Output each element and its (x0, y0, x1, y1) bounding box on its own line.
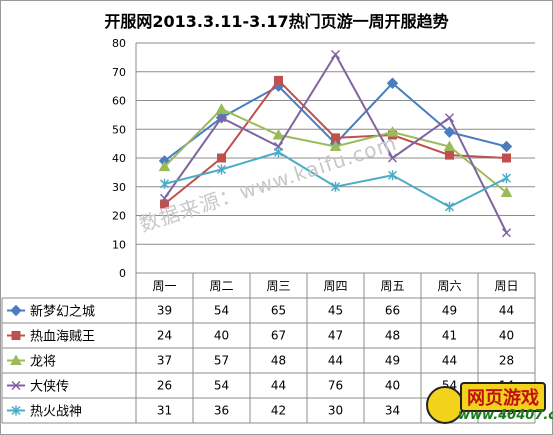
data-point (445, 150, 454, 160)
data-point (273, 147, 284, 158)
site-logo: 网页游戏 www.40407.com (420, 378, 553, 430)
data-label: 40 (499, 329, 514, 343)
legend-marker (11, 380, 21, 391)
data-label: 40 (214, 329, 229, 343)
data-point (443, 140, 456, 151)
data-label: 65 (271, 304, 286, 318)
data-label: 41 (442, 329, 457, 343)
data-label: 49 (385, 354, 400, 368)
y-tick-label: 50 (112, 123, 126, 136)
data-point (159, 193, 170, 203)
data-label: 54 (214, 379, 229, 393)
legend-marker (11, 405, 21, 416)
x-tick-label: 周一 (152, 279, 176, 293)
data-label: 44 (271, 379, 286, 393)
data-label: 30 (328, 404, 343, 418)
y-tick-label: 10 (112, 238, 126, 251)
data-point (387, 153, 398, 163)
legend-entry: 热血海贼王 (30, 330, 95, 345)
data-point (159, 178, 170, 189)
data-label: 42 (271, 404, 286, 418)
data-point (272, 128, 285, 140)
data-point (386, 77, 399, 89)
data-point (217, 153, 226, 163)
data-point (216, 113, 227, 123)
data-label: 28 (499, 354, 514, 368)
data-point (502, 153, 511, 163)
data-point (215, 103, 228, 114)
data-label: 37 (157, 354, 172, 368)
data-label: 47 (328, 329, 343, 343)
data-label: 44 (499, 304, 514, 318)
data-label: 66 (385, 304, 400, 318)
data-point (501, 173, 512, 184)
data-label: 48 (271, 354, 286, 368)
data-label: 36 (214, 404, 229, 418)
data-label: 24 (157, 329, 172, 343)
x-tick-label: 周二 (209, 279, 233, 293)
data-point (329, 140, 342, 151)
data-point (443, 126, 456, 138)
data-label: 45 (328, 304, 343, 318)
data-point (387, 170, 398, 181)
data-point (501, 228, 512, 238)
legend-entry: 龙将 (30, 355, 56, 370)
legend-entry: 大侠传 (30, 380, 69, 395)
data-point (386, 126, 399, 137)
y-tick-label: 80 (112, 37, 126, 50)
y-tick-label: 0 (119, 267, 126, 280)
y-tick-label: 60 (112, 95, 126, 108)
y-tick-label: 30 (112, 181, 126, 194)
data-point (500, 140, 513, 153)
x-tick-label: 周日 (494, 279, 518, 293)
y-tick-label: 40 (112, 152, 126, 165)
data-point (330, 181, 341, 192)
data-point (216, 164, 227, 175)
data-label: 40 (385, 379, 400, 393)
data-point (330, 49, 341, 60)
x-tick-label: 周五 (380, 279, 404, 293)
legend-marker (10, 304, 22, 317)
legend-entry: 热火战神 (30, 405, 82, 420)
logo-url: www.40407.com (458, 408, 553, 423)
y-tick-label: 70 (112, 66, 126, 79)
data-point (158, 160, 171, 172)
data-label: 44 (442, 354, 457, 368)
data-label: 54 (214, 304, 229, 318)
data-point (274, 75, 283, 85)
legend-marker (10, 354, 22, 365)
data-point (444, 201, 455, 212)
data-label: 57 (214, 354, 229, 368)
y-tick-label: 20 (112, 210, 126, 223)
x-tick-label: 周四 (323, 279, 347, 293)
data-label: 76 (328, 379, 343, 393)
data-label: 49 (442, 304, 457, 318)
legend-marker (11, 331, 21, 340)
data-label: 44 (328, 354, 343, 368)
data-label: 67 (271, 329, 286, 343)
x-tick-label: 周六 (437, 279, 461, 293)
data-label: 48 (385, 329, 400, 343)
data-label: 31 (157, 404, 172, 418)
data-label: 39 (157, 304, 172, 318)
data-label: 26 (157, 379, 172, 393)
chart-title: 开服网2013.3.11-3.17热门页游一周开服趋势 (104, 12, 449, 31)
logo-title: 网页游戏 (460, 382, 546, 412)
legend-entry: 新梦幻之城 (30, 304, 95, 320)
data-point (160, 199, 169, 209)
data-point (500, 186, 513, 197)
data-label: 34 (385, 404, 400, 418)
data-point (444, 113, 455, 123)
x-tick-label: 周三 (266, 279, 290, 293)
